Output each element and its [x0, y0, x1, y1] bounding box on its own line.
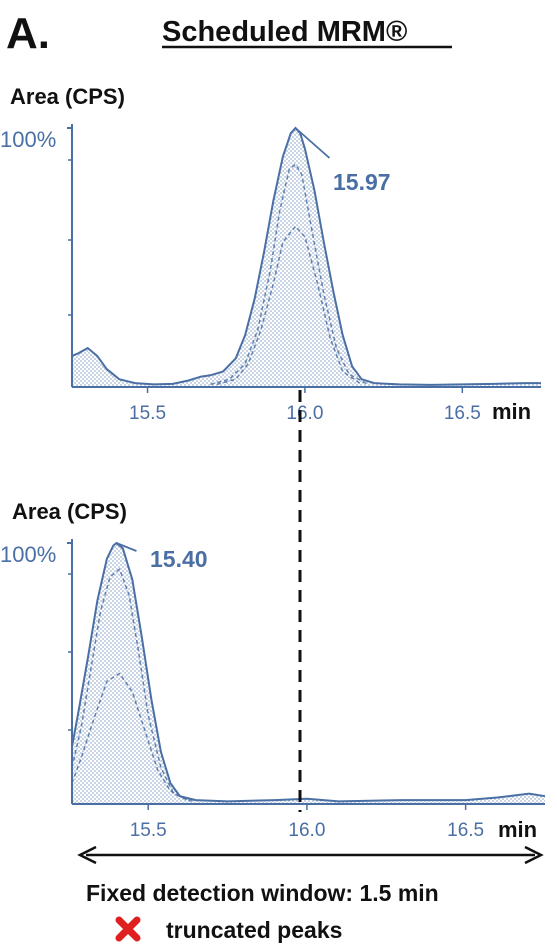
- chromatogram-1: Area (CPS) 100% min 15.97 15.5 16.0 16.5: [0, 84, 541, 424]
- plot-area-2: 15.5 16.0 16.5: [67, 539, 546, 841]
- trace-line: [71, 541, 546, 803]
- peak-leader-line: [116, 542, 137, 552]
- x-tick-label: 15.5: [130, 820, 167, 841]
- legend-text: truncated peaks: [166, 917, 342, 943]
- y-axis-label: Area (CPS): [10, 84, 125, 109]
- window-arrow: [77, 845, 544, 865]
- x-unit-label: min: [492, 399, 531, 424]
- window-caption: Fixed detection window: 1.5 min: [86, 880, 439, 906]
- peak-fill: [72, 128, 541, 387]
- plot-area-1: 15.5 16.0 16.5: [67, 124, 541, 424]
- x-tick-label: 16.0: [286, 403, 323, 424]
- y-top-label: 100%: [0, 542, 56, 567]
- peak-leader-line: [294, 127, 331, 159]
- y-top-label: 100%: [0, 127, 56, 152]
- trace-line: [216, 225, 363, 386]
- x-tick-label: 16.5: [447, 820, 484, 841]
- trace-line: [71, 126, 541, 386]
- x-unit-label: min: [498, 817, 537, 842]
- peak-fill: [72, 543, 545, 804]
- y-axis-label: Area (CPS): [12, 499, 127, 524]
- x-tick-label: 16.0: [288, 820, 325, 841]
- cross-icon: [115, 916, 141, 942]
- chart-title: Scheduled MRM®: [162, 16, 407, 48]
- peak-label: 15.97: [333, 169, 391, 195]
- panel-letter: A.: [6, 9, 50, 58]
- x-tick-label: 16.5: [444, 403, 481, 424]
- trace-line: [71, 672, 190, 803]
- trace-line: [71, 567, 193, 803]
- chromatogram-2: Area (CPS) 100% min 15.40 15.5 16.0 16.5: [0, 499, 546, 842]
- peak-label: 15.40: [150, 546, 208, 572]
- x-tick-label: 15.5: [129, 403, 166, 424]
- trace-line: [210, 163, 369, 386]
